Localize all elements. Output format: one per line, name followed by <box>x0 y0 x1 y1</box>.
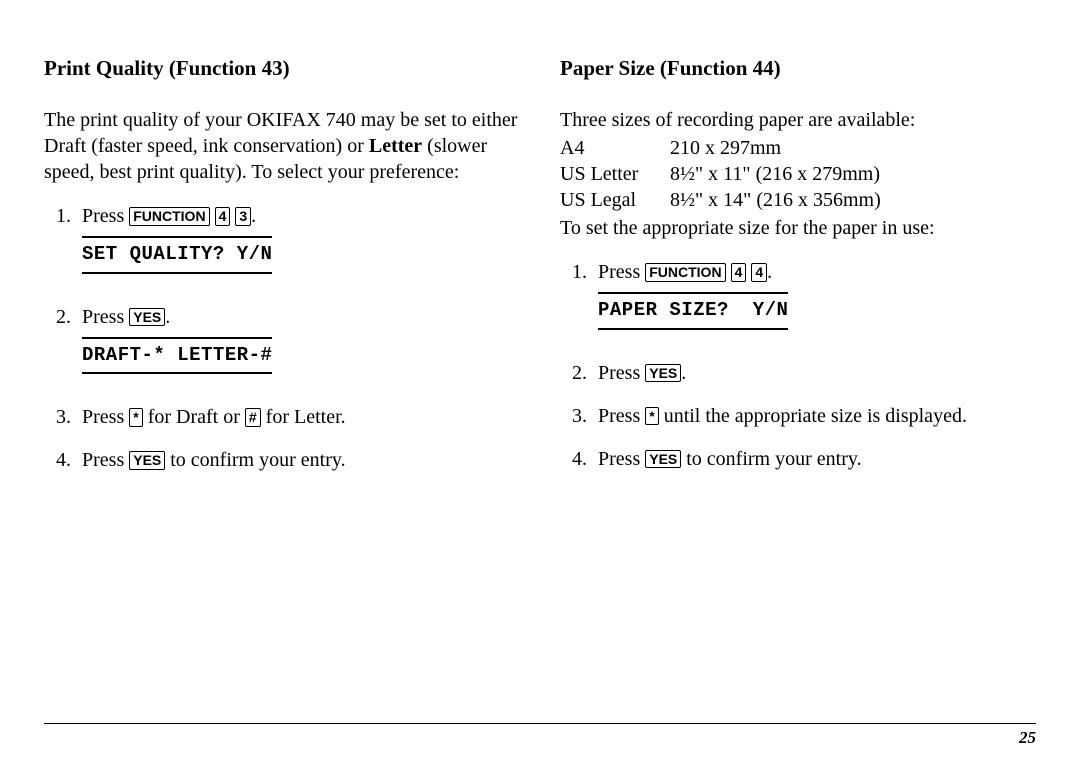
two-column-layout: Print Quality (Function 43) The print qu… <box>44 56 1036 490</box>
step2-suffix: . <box>681 362 686 384</box>
step3-b: until the appropriate size is displayed. <box>659 405 967 427</box>
step3-a: Press <box>82 406 129 428</box>
step3-a: Press <box>598 405 645 427</box>
size-dim: 210 x 297mm <box>670 135 781 161</box>
manual-page: Print Quality (Function 43) The print qu… <box>0 0 1080 760</box>
right-column: Paper Size (Function 44) Three sizes of … <box>560 56 1036 490</box>
step2-suffix: . <box>165 306 170 328</box>
step4-b: to confirm your entry. <box>681 448 861 470</box>
step2-prefix: Press <box>598 362 645 384</box>
keycap-4: 4 <box>731 263 747 282</box>
lcd-set-quality: SET QUALITY? Y/N <box>82 236 272 274</box>
lcd-draft-letter: DRAFT-* LETTER-# <box>82 337 272 375</box>
step-4: Press YES to confirm your entry. <box>76 447 520 474</box>
step2-prefix: Press <box>82 306 129 328</box>
page-number: 25 <box>1019 728 1036 748</box>
paper-sizes-table: A4 210 x 297mm US Letter 8½" x 11" (216 … <box>560 135 1036 213</box>
keycap-function: FUNCTION <box>129 207 209 226</box>
keycap-star: * <box>129 408 142 427</box>
steps-print-quality: Press FUNCTION 4 3. SET QUALITY? Y/N Pre… <box>44 203 520 474</box>
keycap-hash: # <box>245 408 261 427</box>
keycap-yes-confirm: YES <box>129 451 165 470</box>
step-3: Press * for Draft or # for Letter. <box>76 404 520 431</box>
step3-b: for Draft or <box>143 406 245 428</box>
keycap-yes: YES <box>129 308 165 327</box>
section-title-print-quality: Print Quality (Function 43) <box>44 56 520 81</box>
step-4: Press YES to confirm your entry. <box>592 446 1036 473</box>
step-2: Press YES. <box>592 360 1036 387</box>
step4-a: Press <box>598 448 645 470</box>
keycap-4: 4 <box>215 207 231 226</box>
step1-suffix: . <box>767 261 772 283</box>
section-title-paper-size: Paper Size (Function 44) <box>560 56 1036 81</box>
keycap-yes: YES <box>645 364 681 383</box>
size-row-legal: US Legal 8½" x 14" (216 x 356mm) <box>560 187 1036 213</box>
size-dim: 8½" x 11" (216 x 279mm) <box>670 161 880 187</box>
size-name: US Letter <box>560 161 670 187</box>
step4-a: Press <box>82 449 129 471</box>
step1-prefix: Press <box>598 261 645 283</box>
footer-rule <box>44 723 1036 724</box>
intro-bold-letter: Letter <box>369 135 422 157</box>
keycap-3: 3 <box>235 207 251 226</box>
step-3: Press * until the appropriate size is di… <box>592 403 1036 430</box>
keycap-yes-confirm: YES <box>645 450 681 469</box>
size-dim: 8½" x 14" (216 x 356mm) <box>670 187 881 213</box>
intro-paper-size: Three sizes of recording paper are avail… <box>560 107 1036 133</box>
size-row-letter: US Letter 8½" x 11" (216 x 279mm) <box>560 161 1036 187</box>
step1-prefix: Press <box>82 205 129 227</box>
intro-print-quality: The print quality of your OKIFAX 740 may… <box>44 107 520 185</box>
step-2: Press YES. DRAFT-* LETTER-# <box>76 304 520 389</box>
size-name: A4 <box>560 135 670 161</box>
lcd-paper-size: PAPER SIZE? Y/N <box>598 292 788 330</box>
left-column: Print Quality (Function 43) The print qu… <box>44 56 520 490</box>
keycap-4b: 4 <box>751 263 767 282</box>
step1-suffix: . <box>251 205 256 227</box>
step3-c: for Letter. <box>261 406 346 428</box>
keycap-function: FUNCTION <box>645 263 725 282</box>
size-name: US Legal <box>560 187 670 213</box>
step-1: Press FUNCTION 4 4. PAPER SIZE? Y/N <box>592 259 1036 344</box>
keycap-star: * <box>645 407 658 426</box>
intro2-paper-size: To set the appropriate size for the pape… <box>560 215 1036 241</box>
step4-b: to confirm your entry. <box>165 449 345 471</box>
steps-paper-size: Press FUNCTION 4 4. PAPER SIZE? Y/N Pres… <box>560 259 1036 473</box>
size-row-a4: A4 210 x 297mm <box>560 135 1036 161</box>
step-1: Press FUNCTION 4 3. SET QUALITY? Y/N <box>76 203 520 288</box>
